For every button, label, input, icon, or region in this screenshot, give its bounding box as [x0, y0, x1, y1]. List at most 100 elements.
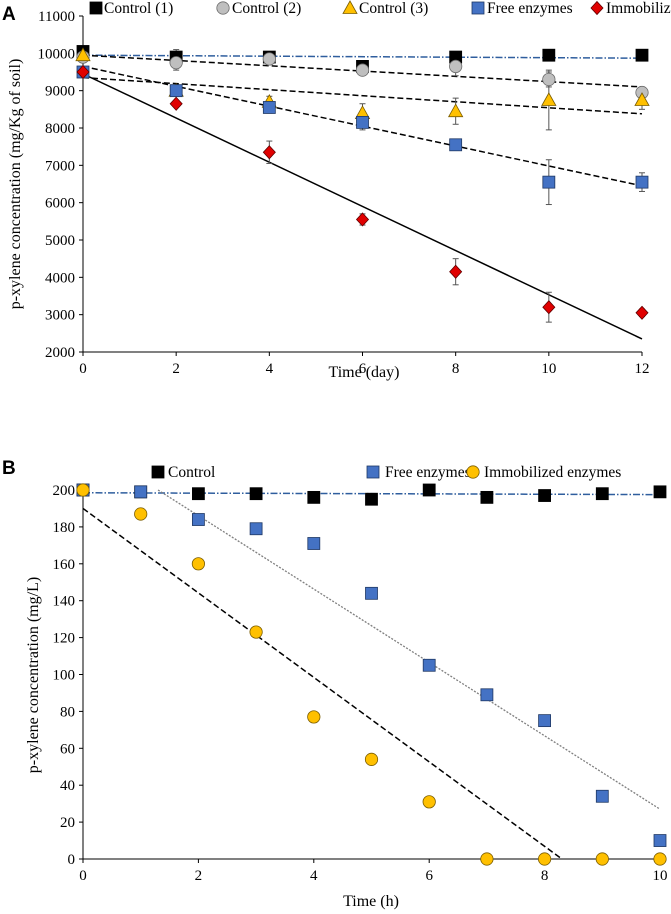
- panel-b-y-tick-label: 80: [60, 704, 75, 720]
- panel-a-legend-marker-free-enzymes: [471, 1, 485, 15]
- panel-a-point-immobilized-enzymes: [169, 96, 183, 111]
- panel-a-y-tick-label: 2000: [45, 345, 75, 361]
- panel-a-legend-item-control-3: Control (3): [342, 0, 428, 17]
- panel-b-point-control: [653, 485, 667, 499]
- panel-b-x-tick-label: 2: [195, 868, 203, 884]
- panel-a-legend-label-control-1: Control (1): [104, 0, 173, 17]
- panel-b-y-tick-label: 140: [53, 594, 76, 610]
- panel-a-y-tick-label: 5000: [45, 233, 75, 249]
- panel-a-point-immobilized-enzymes: [542, 300, 556, 315]
- panel-b-point-control: [307, 490, 321, 504]
- panel-b-point-control: [422, 483, 436, 497]
- panel-b-x-tick-label: 0: [79, 868, 87, 884]
- panel-b-point-immobilized-enzymes: [595, 852, 609, 866]
- panel-a-point-control-2: [169, 56, 183, 70]
- panel-a-trendline-control-1: [82, 54, 643, 59]
- panel-b-legend-label-immobilized-enzymes: Immobilized enzymes: [484, 464, 621, 481]
- panel-a-x-tick-label: 4: [266, 361, 274, 377]
- panel-b-point-immobilized-enzymes: [134, 507, 148, 521]
- panel-a-point-free-enzymes: [542, 175, 556, 189]
- panel-a-point-immobilized-enzymes: [449, 264, 463, 279]
- panel-b-points: [76, 483, 667, 866]
- panel-a-point-control-3: [541, 92, 557, 106]
- panel-b-y-tick-label: 40: [60, 778, 75, 794]
- panel-b-y-tick-label: 20: [60, 815, 75, 831]
- panel-b-point-immobilized-enzymes: [249, 625, 263, 639]
- panel-b-legend-label-free-enzymes: Free enzymes: [385, 464, 471, 481]
- panel-b-y-tick-label: 180: [53, 520, 76, 536]
- panel-b-x-tick-label: 4: [310, 868, 318, 884]
- panel-b-trendlines: [82, 489, 661, 860]
- panel-a-legend-marker-control-1: [89, 1, 103, 15]
- panel-a-trendlines: [82, 54, 643, 340]
- panel-a-point-control-2: [355, 63, 370, 77]
- panel-a-legend-item-control-2: Control (2): [216, 0, 301, 17]
- panel-a-point-control-3: [75, 47, 91, 62]
- panel-a-x-tick-label: 8: [452, 361, 460, 377]
- panel-b: B 0 20 40 60 80 100 120 140 160 180 200 0 2 4 6 8 10 Co…: [2, 458, 668, 910]
- panel-a-point-control-2: [262, 52, 276, 66]
- panel-b-point-control: [365, 492, 378, 506]
- panel-a-x-tick-label: 2: [172, 361, 180, 377]
- panel-b-point-control: [538, 489, 551, 502]
- panel-a-x-label: Time (day): [329, 364, 400, 381]
- panel-a-legend: Control (1) Control (2) Control (3) Free en…: [89, 0, 671, 17]
- panel-b-legend-marker-control: [151, 465, 165, 479]
- panel-b-legend-marker-free-enzymes: [366, 465, 380, 479]
- panel-b-x-tick-label: 10: [653, 868, 668, 884]
- panel-a-point-free-enzymes: [449, 138, 463, 152]
- panel-a-legend-label-free-enzymes: Free enzymes: [487, 0, 573, 17]
- panel-b-y-label: p-xylene concentration (mg/L): [25, 577, 42, 773]
- panel-b-point-free-enzymes: [480, 688, 494, 702]
- panel-b-point-free-enzymes: [653, 834, 667, 847]
- panel-b-x-tick-label: 6: [425, 868, 433, 884]
- panel-b-legend-label-control: Control: [168, 464, 215, 481]
- panel-a-x-tick-label: 6: [359, 361, 367, 377]
- panel-b-point-free-enzymes: [538, 714, 551, 728]
- panel-a-point-immobilized-enzymes: [262, 145, 276, 160]
- panel-a-y-tick-label: 11000: [38, 9, 75, 25]
- panel-b-point-control: [595, 487, 609, 501]
- panel-a-y-tick-label: 9000: [45, 84, 75, 100]
- panel-b-y-tick-label: 60: [60, 741, 75, 757]
- panel-b-legend: Control Free enzymes Immobilized enzymes: [151, 464, 621, 481]
- panel-b-x-ticks: 0 2 4 6 8 10: [79, 859, 668, 884]
- panel-b-y-tick-label: 120: [53, 631, 76, 647]
- panel-a-legend-item-control-1: Control (1): [89, 0, 173, 17]
- panel-a-point-control-1: [635, 48, 649, 62]
- panel-a-x-tick-label: 0: [79, 361, 87, 377]
- panel-b-point-free-enzymes: [134, 485, 148, 499]
- panel-a-error-bars: [173, 49, 645, 323]
- panel-b-trendline-free-enzymes: [157, 489, 661, 810]
- panel-a-point-control-2: [542, 72, 556, 87]
- panel-b-legend-marker-immobilized-enzymes: [466, 465, 480, 479]
- panel-a-y-tick-label: 3000: [45, 308, 75, 324]
- panel-b-point-immobilized-enzymes: [191, 557, 205, 571]
- panel-b-point-immobilized-enzymes: [653, 852, 667, 866]
- panel-b-label: B: [2, 458, 16, 479]
- panel-b-point-immobilized-enzymes: [537, 852, 552, 866]
- panel-a-legend-label-control-3: Control (3): [359, 0, 428, 17]
- panel-b-point-control: [480, 490, 494, 504]
- panel-a-y-tick-label: 8000: [45, 121, 75, 137]
- panel-a-point-control-3: [447, 103, 464, 118]
- panel-a-point-free-enzymes: [262, 101, 276, 114]
- panel-a: A 2000 3000 4000 5000 6000 7000 8000 9000 10000 1…: [2, 0, 671, 381]
- panel-b-y-tick-label: 0: [68, 852, 76, 868]
- panel-b-point-control: [249, 487, 263, 501]
- panel-b-legend-item-free-enzymes: Free enzymes: [366, 464, 471, 481]
- panel-a-legend-item-free-enzymes: Free enzymes: [471, 0, 573, 17]
- panel-b-y-ticks: 0 20 40 60 80 100 120 140 160 180 200: [53, 483, 83, 868]
- panel-a-legend-marker-control-2: [216, 1, 230, 15]
- panel-b-y-tick-label: 100: [53, 668, 76, 684]
- panel-b-legend-item-control: Control: [151, 464, 215, 481]
- panel-a-y-tick-label: 7000: [45, 158, 75, 174]
- panel-a-point-free-enzymes: [635, 175, 649, 189]
- panel-b-y-tick-label: 160: [53, 557, 76, 573]
- panel-a-y-label: p-xylene concentration (mg/Kg of soil): [7, 59, 24, 310]
- panel-a-point-immobilized-enzymes: [76, 64, 90, 80]
- panel-b-x-label: Time (h): [343, 893, 399, 910]
- panel-b-point-free-enzymes: [249, 522, 263, 536]
- panel-a-legend-label-control-2: Control (2): [232, 0, 301, 17]
